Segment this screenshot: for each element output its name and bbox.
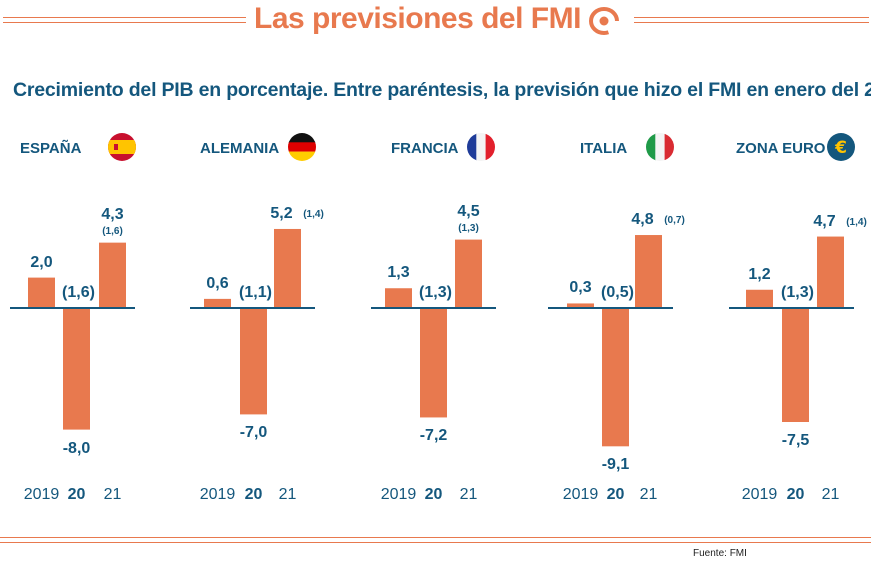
forecast-label-spain-2021: (1,6) xyxy=(102,225,123,237)
country-label-france: FRANCIA xyxy=(391,140,459,157)
value-label-spain-2021: 4,3 xyxy=(101,205,124,223)
page-title: Las previsiones del FMI xyxy=(254,2,581,35)
forecast-label-italy-2021: (0,7) xyxy=(664,215,685,227)
year-label-italy-20: 20 xyxy=(606,486,625,503)
bar-spain-21 xyxy=(99,242,126,308)
year-label-spain-2019: 2019 xyxy=(23,486,60,503)
country-label-italy: ITALIA xyxy=(580,140,628,157)
source-note: Fuente: FMI xyxy=(693,548,747,559)
bar-eurozone-21 xyxy=(817,236,844,308)
title-row: Las previsiones del FMI xyxy=(0,0,871,40)
france-flag-icon xyxy=(467,133,495,161)
bar-eurozone-20 xyxy=(782,308,809,422)
forecast-label-germany-2020: (1,1) xyxy=(239,284,272,301)
bar-italy-21 xyxy=(635,235,662,308)
year-label-germany-2019: 2019 xyxy=(199,486,236,503)
value-label-spain-2020: -8,0 xyxy=(62,439,91,457)
year-label-eurozone-2019: 2019 xyxy=(741,486,778,503)
year-label-france-2019: 2019 xyxy=(380,486,417,503)
year-label-italy-2019: 2019 xyxy=(562,486,599,503)
spain-flag-icon xyxy=(108,133,136,161)
forecast-label-france-2020: (1,3) xyxy=(419,284,452,301)
value-label-france-2019: 1,3 xyxy=(387,264,410,282)
title-rule-left xyxy=(3,17,246,23)
forecast-label-france-2021: (1,3) xyxy=(458,222,479,234)
value-label-spain-2019: 2,0 xyxy=(30,253,53,271)
bar-france-20 xyxy=(420,308,447,418)
country-label-eurozone: ZONA EURO xyxy=(736,140,826,157)
forecast-label-eurozone-2020: (1,3) xyxy=(781,284,814,301)
bar-spain-2019 xyxy=(28,277,55,308)
forecast-label-eurozone-2021: (1,4) xyxy=(846,216,867,228)
bar-germany-21 xyxy=(274,228,301,308)
value-label-eurozone-2020: -7,5 xyxy=(781,432,810,449)
chart-subtitle: Crecimiento del PIB en porcentaje. Entre… xyxy=(13,79,871,101)
euro-icon: € xyxy=(827,133,855,161)
year-label-spain-21: 21 xyxy=(103,486,122,503)
forecast-label-germany-2021: (1,4) xyxy=(303,208,324,220)
bar-eurozone-2019 xyxy=(746,289,773,308)
value-label-eurozone-2019: 1,2 xyxy=(748,265,771,283)
year-label-eurozone-20: 20 xyxy=(786,486,805,503)
value-label-france-2020: -7,2 xyxy=(419,427,448,445)
svg-text:€: € xyxy=(834,138,847,158)
bar-germany-2019 xyxy=(204,298,231,308)
target-icon xyxy=(589,7,619,35)
bar-germany-20 xyxy=(240,308,267,415)
value-label-italy-2019: 0,3 xyxy=(569,279,592,297)
bar-spain-20 xyxy=(63,308,90,430)
value-label-italy-2021: 4,8 xyxy=(631,211,654,229)
year-label-france-21: 21 xyxy=(459,486,478,503)
bar-france-2019 xyxy=(385,288,412,308)
year-label-spain-20: 20 xyxy=(67,486,86,503)
value-label-germany-2021: 5,2 xyxy=(270,204,293,222)
year-label-italy-21: 21 xyxy=(639,486,658,503)
year-label-france-20: 20 xyxy=(424,486,443,503)
value-label-germany-2020: -7,0 xyxy=(239,424,268,442)
germany-flag-icon xyxy=(288,133,316,161)
bar-italy-2019 xyxy=(567,303,594,308)
country-label-spain: ESPAÑA xyxy=(20,140,82,157)
value-label-france-2021: 4,5 xyxy=(457,202,480,220)
title-rule-right xyxy=(634,17,869,23)
year-label-germany-21: 21 xyxy=(278,486,297,503)
country-label-germany: ALEMANIA xyxy=(200,140,280,157)
forecast-label-italy-2020: (0,5) xyxy=(601,284,634,301)
bar-italy-20 xyxy=(602,308,629,447)
value-label-eurozone-2021: 4,7 xyxy=(813,212,836,230)
forecast-label-spain-2020: (1,6) xyxy=(62,284,95,301)
value-label-germany-2019: 0,6 xyxy=(206,274,229,292)
bar-france-21 xyxy=(455,239,482,308)
year-label-germany-20: 20 xyxy=(244,486,263,503)
italy-flag-icon xyxy=(646,133,674,161)
year-label-eurozone-21: 21 xyxy=(821,486,840,503)
footer-rule xyxy=(0,537,871,543)
value-label-italy-2020: -9,1 xyxy=(601,456,630,474)
